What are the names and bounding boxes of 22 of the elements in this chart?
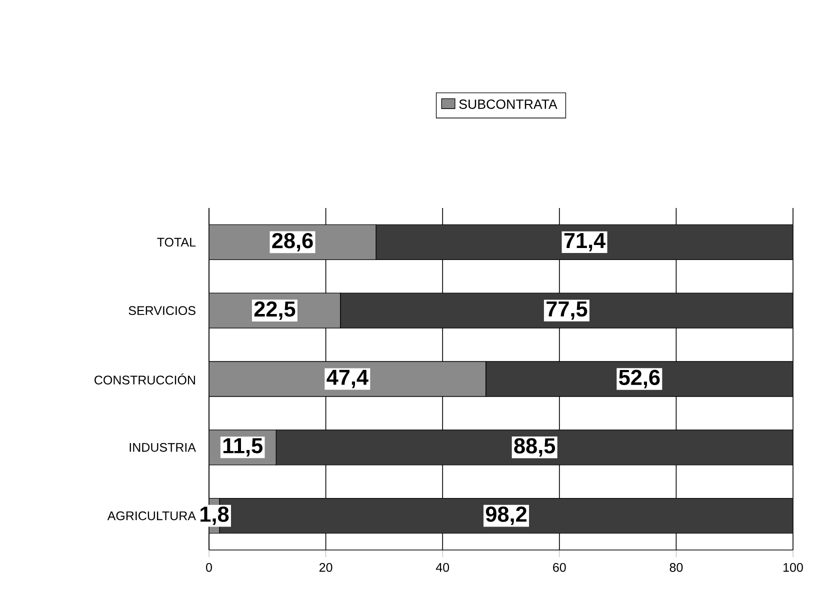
x-tick-label: 100 bbox=[784, 562, 803, 572]
data-label: 11,5 bbox=[223, 438, 262, 457]
y-tick-label: TOTAL bbox=[157, 238, 196, 247]
data-label: 52,6 bbox=[619, 370, 660, 388]
x-tick-label: 60 bbox=[553, 562, 566, 572]
data-label: 98,2 bbox=[486, 506, 526, 526]
data-label: 88,5 bbox=[514, 438, 556, 457]
x-tick-label: 0 bbox=[206, 562, 212, 572]
x-tick-label: 20 bbox=[319, 562, 332, 572]
data-label: 1,8 bbox=[200, 506, 229, 526]
data-label: 71,4 bbox=[564, 233, 606, 252]
data-label: 77,5 bbox=[546, 301, 588, 320]
x-tick-label: 80 bbox=[670, 562, 683, 572]
data-label: 47,4 bbox=[326, 370, 368, 388]
x-tick-label: 40 bbox=[436, 562, 450, 572]
y-tick-label: SERVICIOS bbox=[128, 306, 196, 316]
legend-label: SUBCONTRATA bbox=[459, 100, 558, 109]
data-label: 28,6 bbox=[272, 232, 313, 252]
y-tick-label: CONSTRUCCIÓN bbox=[94, 374, 195, 384]
y-tick-label: AGRICULTURA bbox=[107, 511, 196, 520]
y-tick-label: INDUSTRIA bbox=[130, 442, 196, 452]
data-label: 22,5 bbox=[254, 301, 296, 320]
